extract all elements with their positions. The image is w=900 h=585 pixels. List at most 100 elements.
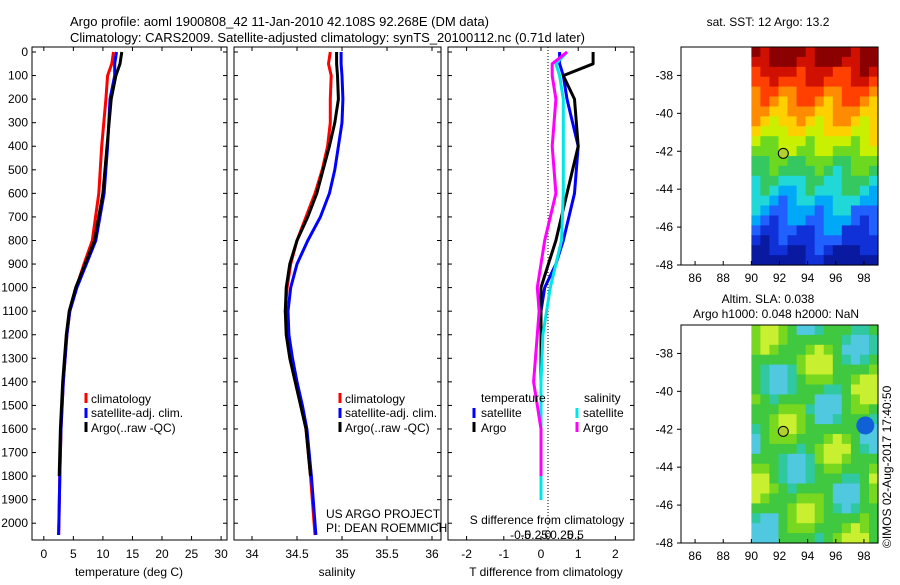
depth-tick-label: 400 bbox=[8, 139, 28, 153]
map-cell bbox=[760, 225, 770, 236]
map-cell bbox=[850, 225, 861, 236]
map-cell bbox=[778, 245, 789, 256]
map-cell bbox=[841, 66, 852, 78]
map-lon-label: 90 bbox=[745, 549, 759, 563]
x-tick-label: 35 bbox=[335, 547, 349, 561]
map-cell bbox=[869, 146, 879, 157]
x-tick-label: 30 bbox=[214, 547, 228, 561]
map-lat-label: -42 bbox=[656, 144, 674, 158]
map-cell bbox=[751, 404, 761, 415]
x-tick-label: 10 bbox=[96, 547, 110, 561]
map-cell bbox=[796, 156, 807, 167]
map-cell bbox=[760, 354, 770, 366]
map-cell bbox=[778, 106, 789, 117]
map-cell bbox=[859, 434, 870, 445]
map-cell bbox=[796, 513, 807, 524]
map-cell bbox=[850, 185, 861, 197]
map-cell bbox=[869, 185, 879, 197]
map-cell bbox=[769, 156, 779, 167]
map-cell bbox=[823, 384, 834, 395]
map-lat-label: -38 bbox=[656, 68, 674, 82]
map-cell bbox=[778, 96, 789, 107]
map-cell bbox=[787, 56, 798, 68]
map-cell bbox=[823, 513, 834, 524]
map-cell bbox=[805, 513, 816, 524]
map-cell bbox=[850, 195, 861, 207]
map-cell bbox=[787, 235, 798, 246]
map-cell bbox=[841, 483, 852, 494]
map-cell bbox=[751, 344, 761, 356]
map-cell bbox=[787, 463, 798, 475]
map-lat-label: -44 bbox=[656, 460, 674, 474]
map-cell bbox=[814, 434, 825, 445]
map-cell bbox=[805, 364, 816, 376]
map-cell bbox=[823, 424, 834, 435]
map-cell bbox=[778, 136, 789, 147]
map-cell bbox=[832, 384, 843, 395]
map-cell bbox=[778, 47, 789, 58]
map-cell bbox=[805, 47, 816, 58]
map-cell bbox=[859, 453, 870, 465]
map-cell bbox=[814, 354, 825, 366]
map-cell bbox=[796, 354, 807, 366]
map-cell bbox=[850, 414, 861, 425]
map-cell bbox=[832, 106, 843, 117]
map-cell bbox=[814, 195, 825, 207]
map-cell bbox=[869, 404, 879, 415]
map-cell bbox=[850, 56, 861, 68]
map-cell bbox=[805, 215, 816, 226]
difference-legend: temperature salinity satellite Argo sate… bbox=[472, 391, 624, 435]
map-cell bbox=[850, 384, 861, 395]
map-cell bbox=[859, 86, 870, 98]
map-cell bbox=[850, 165, 861, 177]
map-cell bbox=[814, 334, 825, 346]
map-cell bbox=[869, 205, 879, 216]
map-cell bbox=[869, 106, 879, 117]
map-cell bbox=[841, 533, 852, 544]
map-cell bbox=[787, 414, 798, 425]
map-cell bbox=[796, 66, 807, 78]
map-cell bbox=[796, 493, 807, 504]
map-cell bbox=[778, 443, 789, 455]
map-cell bbox=[841, 245, 852, 256]
map-cell bbox=[823, 136, 834, 147]
map-cell bbox=[760, 394, 770, 405]
map-cell bbox=[823, 156, 834, 167]
map-feature bbox=[856, 416, 875, 435]
map-cell bbox=[751, 56, 761, 68]
map-cell bbox=[869, 96, 879, 107]
map-cell bbox=[823, 404, 834, 415]
map-cell bbox=[805, 334, 816, 346]
map-cell bbox=[832, 66, 843, 78]
map-cell bbox=[841, 96, 852, 107]
map-cell bbox=[760, 453, 770, 465]
map-cell bbox=[814, 205, 825, 216]
map-cell bbox=[751, 146, 761, 157]
map-cell bbox=[751, 66, 761, 78]
map-cell bbox=[751, 126, 761, 137]
map-lon-label: 90 bbox=[745, 271, 759, 285]
map-cell bbox=[832, 513, 843, 524]
map-cell bbox=[805, 354, 816, 366]
map-cell bbox=[841, 146, 852, 157]
map-cell bbox=[832, 245, 843, 256]
map-cell bbox=[869, 374, 879, 385]
map-cell bbox=[805, 384, 816, 395]
x-tick-label: 0 bbox=[538, 547, 545, 561]
map-cell bbox=[823, 523, 834, 534]
map-cell bbox=[823, 394, 834, 405]
map-cell bbox=[869, 86, 879, 98]
map-cell bbox=[832, 325, 843, 336]
map-cell bbox=[859, 205, 870, 216]
map-lat-label: -38 bbox=[656, 346, 674, 360]
map-cell bbox=[814, 185, 825, 197]
map-cell bbox=[814, 325, 825, 336]
map-lon-label: 92 bbox=[773, 271, 787, 285]
map-cell bbox=[796, 96, 807, 107]
map-cell bbox=[769, 394, 779, 405]
depth-tick-label: 0 bbox=[21, 45, 28, 59]
x-tick-label: 5 bbox=[70, 547, 77, 561]
map-cell bbox=[778, 523, 789, 534]
map-cell bbox=[769, 136, 779, 147]
map-cell bbox=[805, 424, 816, 435]
